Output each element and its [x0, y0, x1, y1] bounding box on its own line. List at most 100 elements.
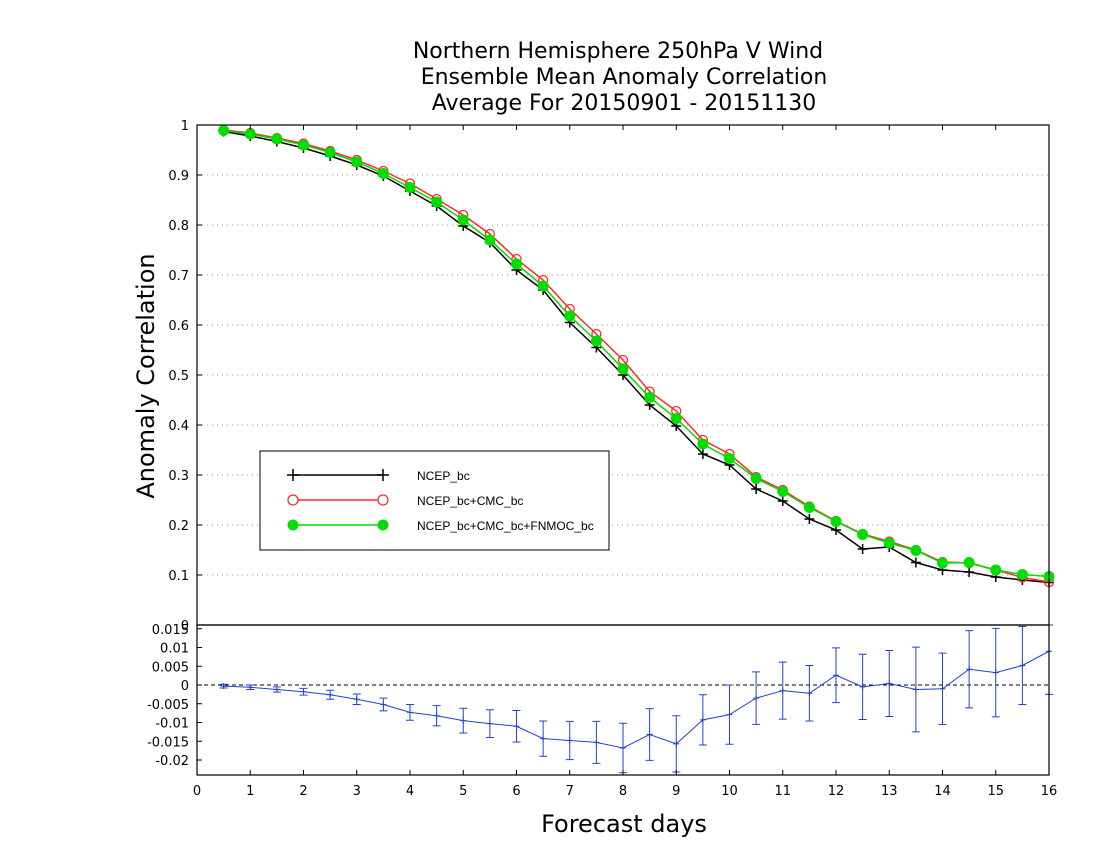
series-0-point: [804, 514, 815, 524]
main-y-tick-label: 0.7: [168, 269, 189, 284]
x-tick-label: 13: [881, 784, 898, 799]
x-tick-label: 14: [934, 784, 951, 799]
series-2-point: [1016, 569, 1028, 580]
diff-y-tick-label: 0: [181, 679, 189, 694]
difference-point: [433, 712, 440, 719]
series-2-point: [937, 557, 948, 569]
difference-point: [912, 686, 919, 693]
series-2-point: [351, 156, 363, 168]
difference-point: [540, 735, 547, 742]
series-2-point: [883, 537, 895, 549]
main-y-tick-label: 0.5: [168, 369, 189, 384]
series-2-point: [963, 557, 975, 568]
series-2-point: [857, 529, 869, 540]
difference-point: [992, 669, 999, 676]
series-0-point: [910, 557, 921, 568]
x-tick-label: 10: [721, 784, 738, 799]
y-axis-label: Anomaly Correlation: [132, 253, 160, 498]
legend-open-circle: [377, 494, 389, 506]
series-0-point: [857, 544, 868, 554]
difference-point: [220, 683, 227, 690]
x-tick-label: 12: [828, 784, 845, 799]
main-y-tick-label: 0.4: [168, 419, 189, 434]
x-tick-label: 9: [672, 784, 680, 799]
legend-filled-circle: [377, 519, 389, 531]
series-2-point: [431, 196, 443, 208]
series-2-point: [777, 486, 789, 497]
series-0-point: [751, 484, 762, 494]
chart-title: Northern Hemisphere 250hPa V Wind Ensemb…: [413, 39, 827, 116]
series-2-point: [244, 128, 256, 140]
series-2-point: [617, 363, 629, 375]
series-0-point: [964, 567, 975, 577]
difference-point: [353, 696, 360, 703]
main-y-tick-label: 0: [181, 619, 189, 634]
x-tick-label: 3: [353, 784, 361, 799]
difference-point: [939, 685, 946, 692]
series-2-point: [910, 545, 922, 556]
series-2-point: [377, 168, 389, 179]
series-2-point: [990, 564, 1002, 576]
diff-y-tick-label: -0.015: [147, 735, 189, 750]
x-tick-label: 11: [774, 784, 791, 799]
title-line-3: Average For 20150901 - 20151130: [432, 91, 817, 116]
legend-label-2: NCEP_bc+CMC_bc+FNMOC_bc: [417, 519, 594, 533]
x-tick-label: 16: [1041, 784, 1058, 799]
difference-point: [646, 731, 653, 738]
series-2-point: [457, 214, 469, 226]
series-2-point: [484, 234, 496, 246]
x-tick-label: 5: [459, 784, 467, 799]
series-2-point: [324, 147, 336, 158]
title-line-1: Northern Hemisphere 250hPa V Wind: [413, 39, 823, 64]
difference-point: [300, 688, 307, 695]
diff-y-tick-label: 0.01: [160, 642, 189, 657]
series-line-0: [223, 130, 1050, 584]
series-2-point: [271, 133, 283, 145]
difference-point: [380, 701, 387, 708]
series-2-point: [404, 182, 416, 193]
difference-point: [593, 739, 600, 746]
series-2-point: [218, 125, 230, 136]
x-tick-label: 1: [246, 784, 254, 799]
series-2-point: [564, 310, 576, 322]
series-2-point: [724, 453, 735, 464]
series-2-point: [803, 502, 815, 513]
diff-plot-frame: [196, 624, 1050, 776]
x-axis-label: Forecast days: [541, 810, 707, 838]
main-y-tick-label: 0.6: [168, 319, 189, 334]
series-2-point: [590, 335, 602, 347]
difference-point: [327, 691, 334, 698]
x-tick-label: 15: [987, 784, 1004, 799]
legend-label-0: NCEP_bc: [417, 469, 470, 483]
diff-y-tick-label: -0.005: [147, 698, 189, 713]
main-plot-panel: 0 0.1 0.2 0.3 0.4 0.5 0.6 0.7 0.8 0.9 1: [168, 119, 1055, 634]
main-y-tick-label: 1: [181, 119, 189, 134]
difference-point: [699, 716, 706, 723]
x-tick-label: 7: [566, 784, 574, 799]
main-y-tick-label: 0.1: [168, 569, 189, 584]
diff-y-tick-label: -0.01: [155, 717, 189, 732]
difference-point: [407, 709, 413, 716]
legend-filled-circle: [287, 519, 299, 531]
difference-point: [620, 745, 626, 751]
main-y-tick-label: 0.8: [168, 219, 189, 234]
difference-point: [513, 723, 520, 730]
x-tick-label: 4: [406, 784, 414, 799]
difference-point: [859, 683, 866, 690]
diff-y-tick-label: -0.02: [155, 754, 189, 769]
difference-point: [460, 717, 467, 724]
main-y-tick-label: 0.3: [168, 469, 189, 484]
difference-point: [726, 711, 733, 718]
series-2-point: [537, 280, 549, 292]
series-2-point: [511, 258, 522, 270]
difference-line: [223, 650, 1050, 749]
x-tick-label: 6: [512, 784, 520, 799]
legend-label-1: NCEP_bc+CMC_bc: [417, 494, 523, 508]
series-2-point: [830, 516, 842, 527]
x-tick-label: 2: [299, 784, 307, 799]
series-2-point: [298, 139, 309, 151]
main-y-tick-label: 0.9: [168, 169, 189, 184]
main-y-tick-label: 0.2: [168, 519, 189, 534]
